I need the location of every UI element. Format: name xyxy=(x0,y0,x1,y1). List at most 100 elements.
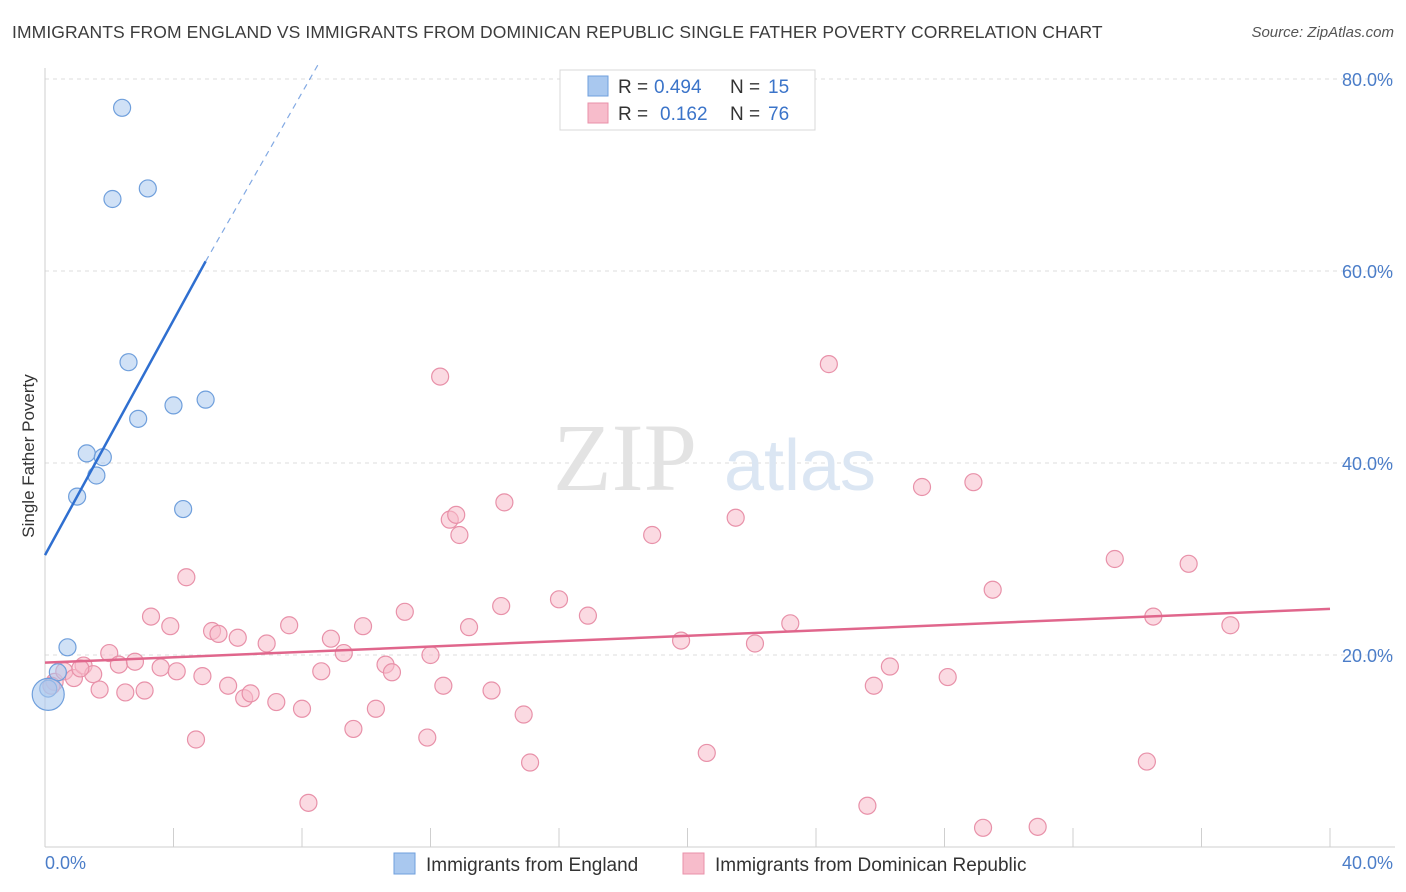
legend-r-label-dominican: R = xyxy=(618,104,648,125)
dominican-point xyxy=(344,719,363,739)
dominican-point xyxy=(353,617,373,636)
dominican-point xyxy=(280,616,299,635)
legend-n-value-england: 15 xyxy=(768,77,789,98)
legend-swatch-dominican xyxy=(587,102,609,124)
dominican-point xyxy=(912,477,932,497)
england-point xyxy=(77,444,96,463)
dominican-point xyxy=(161,617,180,636)
y-tick-label: 80.0% xyxy=(1342,70,1393,90)
dominican-point xyxy=(267,692,286,712)
legend-n-value-dominican: 76 xyxy=(768,104,789,125)
dominican-point xyxy=(151,658,170,677)
dominican-point xyxy=(1221,616,1240,635)
dominican-point xyxy=(450,525,469,545)
dominican-point xyxy=(492,596,511,616)
legend: R = 0.494 N = 15 R = 0.162 N = 76 xyxy=(559,69,816,131)
dominican-point xyxy=(299,793,318,812)
dominican-point xyxy=(395,602,414,621)
legend-n-label-england: N = xyxy=(730,77,760,98)
bottom-legend-england: Immigrants from England xyxy=(426,855,638,876)
dominican-point xyxy=(858,796,877,815)
england-point xyxy=(196,390,215,409)
england-point xyxy=(103,189,122,209)
dominican-point xyxy=(643,525,662,545)
y-tick-label: 40.0% xyxy=(1342,454,1393,474)
dominican-point xyxy=(964,473,983,492)
dominican-point xyxy=(366,699,385,718)
dominican-point xyxy=(745,634,765,653)
dominican-point xyxy=(312,662,331,681)
dominican-point xyxy=(447,505,466,524)
dominican-point xyxy=(421,645,440,665)
dominican-point xyxy=(434,676,453,695)
england-point xyxy=(138,179,157,198)
legend-r-label-england: R = xyxy=(618,77,648,98)
bottom-legend-dominican: Immigrants from Dominican Republic xyxy=(715,855,1027,876)
england-cluster-point xyxy=(31,677,65,711)
dominican-point xyxy=(257,634,276,653)
england-point xyxy=(58,638,77,657)
bottom-legend-swatch-england xyxy=(393,852,416,875)
england-point xyxy=(112,98,132,117)
dominican-point xyxy=(186,730,206,749)
dominican-point xyxy=(382,663,402,682)
dominican-point xyxy=(495,493,514,512)
dominican-point xyxy=(241,684,260,703)
dominican-point xyxy=(219,676,238,695)
x-tick-labels: 0.0% 40.0% xyxy=(45,853,1393,873)
dominican-point xyxy=(321,629,341,648)
dominican-point xyxy=(1105,549,1124,569)
legend-r-value-dominican: 0.162 xyxy=(660,104,708,125)
dominican-point xyxy=(209,624,228,643)
dominican-point xyxy=(71,659,90,678)
england-point xyxy=(129,409,148,428)
england-point xyxy=(174,499,193,519)
dominican-point xyxy=(228,628,247,647)
dominican-point xyxy=(819,355,838,374)
dominican-point xyxy=(578,606,598,625)
dominican-point xyxy=(1028,817,1047,836)
legend-r-value-england: 0.494 xyxy=(654,77,702,98)
series-england-points xyxy=(31,98,215,711)
watermark-zip: ZIP xyxy=(553,404,697,511)
x-tick-label: 40.0% xyxy=(1342,853,1393,873)
dominican-point xyxy=(1179,554,1198,573)
y-axis-title: Single Father Poverty xyxy=(19,374,38,538)
bottom-legend-swatch-dominican xyxy=(682,852,705,875)
x-tick-label: 0.0% xyxy=(45,853,86,873)
dominican-point xyxy=(334,643,353,663)
y-tick-labels: 20.0% 40.0% 60.0% 80.0% xyxy=(1342,70,1393,666)
source-label: Source: ZipAtlas.com xyxy=(1251,24,1394,41)
dominican-point xyxy=(520,753,540,772)
england-trend-extension xyxy=(205,64,319,262)
england-trend-line xyxy=(43,260,207,556)
dominican-point xyxy=(167,662,186,681)
dominican-point xyxy=(90,680,109,699)
dominican-point xyxy=(726,508,745,527)
dominican-point xyxy=(459,618,479,637)
england-point xyxy=(119,353,138,372)
dominican-point xyxy=(697,743,716,763)
dominican-point xyxy=(418,728,437,747)
legend-n-label-dominican: N = xyxy=(730,104,760,125)
dominican-point xyxy=(292,699,312,718)
dominican-point xyxy=(549,590,569,609)
dominican-point xyxy=(514,705,533,724)
dominican-point xyxy=(482,681,501,700)
dominican-point xyxy=(116,683,135,702)
watermark-atlas: atlas xyxy=(724,426,876,506)
england-point xyxy=(164,396,183,415)
y-tick-label: 20.0% xyxy=(1342,646,1393,666)
dominican-point xyxy=(973,818,993,837)
england-point xyxy=(48,663,67,682)
dominican-point xyxy=(193,667,212,686)
y-tick-label: 60.0% xyxy=(1342,262,1393,282)
dominican-point xyxy=(880,657,899,676)
bottom-legend: Immigrants from England Immigrants from … xyxy=(393,852,1027,876)
trend-lines xyxy=(43,64,1331,664)
dominican-point xyxy=(983,580,1002,599)
dominican-point xyxy=(938,667,957,687)
dominican-point xyxy=(864,676,883,695)
dominican-point xyxy=(431,367,450,386)
